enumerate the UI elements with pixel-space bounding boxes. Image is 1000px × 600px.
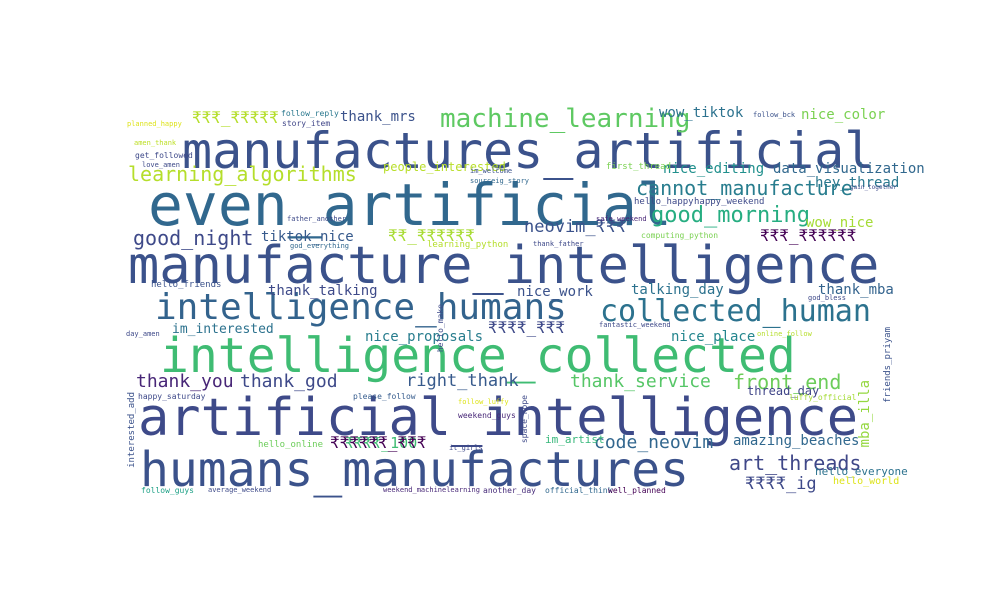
word-cloud-word: planned_happy xyxy=(127,120,182,128)
word-cloud-word: safe_weekend xyxy=(596,215,647,223)
word-cloud-word: people_interested xyxy=(383,160,506,174)
word-cloud-word: ₹₹₹₹₹₹_₹₹₹ xyxy=(330,433,427,452)
word-cloud-word: average_weekend xyxy=(208,486,272,494)
word-cloud-word: hello_friends xyxy=(151,280,222,290)
word-cloud-word: thank_you xyxy=(136,371,234,392)
word-cloud-word: ₹₹₹₹_100 xyxy=(345,434,418,452)
word-cloud-word: good_night xyxy=(133,226,254,250)
word-cloud-word: even_artificial xyxy=(148,171,672,239)
word-cloud-word: manufactures_artificial xyxy=(182,122,875,180)
word-cloud-word: please_follow xyxy=(353,392,416,401)
word-cloud-word: manufacture_intelligence xyxy=(128,236,880,296)
word-cloud-word: amen_thank xyxy=(134,139,177,147)
word-cloud-word: thread_day xyxy=(747,384,820,398)
word-cloud-word: code_neovim xyxy=(594,432,714,453)
word-cloud-word: love_amen xyxy=(142,161,180,169)
word-cloud-word: first_thread xyxy=(606,162,672,172)
word-cloud-word: thank_talking xyxy=(268,283,378,299)
word-cloud-word: get_followed xyxy=(135,151,193,160)
word-cloud-word: amazing_beaches xyxy=(733,433,860,449)
word-cloud-word: follow_reply xyxy=(281,109,339,118)
word-cloud-word: nice_place xyxy=(671,329,756,345)
word-cloud-word: intelligence_humans xyxy=(155,287,567,328)
word-cloud-word: right_thank xyxy=(406,371,519,391)
word-cloud-word: friends_priyam xyxy=(883,327,893,403)
word-cloud-word: another_day xyxy=(483,486,536,495)
word-cloud-word: thank_father xyxy=(533,240,584,248)
word-cloud-word: follow_guys xyxy=(141,486,194,495)
word-cloud-word: happy_saturday xyxy=(138,392,206,401)
word-cloud-word: father_another xyxy=(287,215,347,223)
word-cloud-word: nice_color xyxy=(801,107,886,123)
word-cloud-word: happy_weekend xyxy=(694,197,765,207)
word-cloud-word: collected_human xyxy=(600,294,871,329)
word-cloud-word: space_hope xyxy=(520,395,529,444)
word-cloud-word: thank_mrs xyxy=(340,109,416,125)
word-cloud-word: thank_god xyxy=(240,371,338,392)
word-cloud-word: nice_work xyxy=(517,284,593,300)
word-cloud-word: ₹₹₹_₹₹₹₹₹ xyxy=(192,108,279,127)
word-cloud-word: learning_python xyxy=(427,240,509,250)
word-cloud-word: interested_add xyxy=(127,392,137,468)
word-cloud-word: thank_service xyxy=(570,371,711,392)
word-cloud-word: weekend_guys xyxy=(458,411,516,420)
word-cloud-word: humans_manufactures xyxy=(140,442,690,498)
word-cloud-word: sourceig_story xyxy=(470,177,530,185)
word-cloud-word: tiktok_nice xyxy=(261,229,354,245)
word-cloud-word: im_artist xyxy=(545,433,605,446)
word-cloud-word: neovim_₹₹₹ xyxy=(524,217,627,237)
word-cloud-word: well_planned xyxy=(608,486,666,495)
word-cloud-word: story_item xyxy=(282,119,331,128)
word-cloud-word: im_interested xyxy=(172,322,274,337)
word-cloud-word: hello_happy xyxy=(634,197,694,207)
word-cloud-word: nice_proposals xyxy=(365,329,484,345)
word-cloud-word: hello_everyone xyxy=(815,465,908,478)
word-cloud-word: god_everything xyxy=(290,242,350,250)
word-cloud-word: god_bless xyxy=(808,294,846,302)
word-cloud-word: hello_world xyxy=(833,476,900,487)
word-cloud-word: nice_editing xyxy=(663,161,765,177)
word-cloud-word: fantastic_weekend xyxy=(599,321,671,329)
word-cloud-word: weekend_machinelearning xyxy=(383,486,480,494)
word-cloud-word: ₹₹₹_₹₹₹₹₹₹ xyxy=(760,226,857,245)
word-cloud-word: data_visualization xyxy=(773,161,925,177)
word-cloud-word: mba_illa xyxy=(857,380,873,448)
word-cloud-word: follow_bck xyxy=(753,111,796,119)
word-cloud-word: wow_tiktok xyxy=(659,105,744,121)
word-cloud-word: follow_luffy xyxy=(458,398,509,406)
word-cloud-word: hey_thread xyxy=(815,175,900,191)
word-cloud-word: hello_online xyxy=(258,440,324,450)
word-cloud-word: hello_make xyxy=(436,304,445,353)
word-cloud-word: learning_algorithms xyxy=(128,162,357,186)
word-cloud-word: talking_day xyxy=(631,282,724,298)
word-cloud-word: thank_mba xyxy=(818,282,894,298)
word-cloud-word: ₹₹₹₹_ig xyxy=(745,474,817,494)
word-cloud-word: cannot_manufacture xyxy=(636,176,853,200)
word-cloud-word: computing_python xyxy=(641,231,719,240)
word-cloud-word: official_think xyxy=(545,486,613,495)
word-cloud-word: ₹₹₹₹_₹₹₹ xyxy=(488,318,566,337)
word-cloud-word: online_follow xyxy=(757,330,812,338)
word-cloud-word: luffy_official xyxy=(789,393,857,402)
word-cloud-word: good_morning xyxy=(651,203,810,228)
word-cloud-word: im_welcome xyxy=(470,167,513,175)
word-cloud-word: ₹₹_₹₹₹₹₹₹ xyxy=(388,226,475,245)
word-cloud-word: intelligence_collected xyxy=(160,328,796,384)
word-cloud-word: machine_learning xyxy=(440,104,691,134)
word-cloud-word: wow_nice xyxy=(806,215,874,231)
word-cloud-word: art_threads xyxy=(729,451,862,475)
word-cloud-word: gain_together xyxy=(850,184,897,191)
word-cloud-word: day_amen xyxy=(126,330,160,338)
word-cloud-word: it_girls xyxy=(449,444,483,452)
word-cloud-word: front_end xyxy=(733,370,842,394)
word-cloud-word: artificial_intelligence xyxy=(138,388,859,448)
